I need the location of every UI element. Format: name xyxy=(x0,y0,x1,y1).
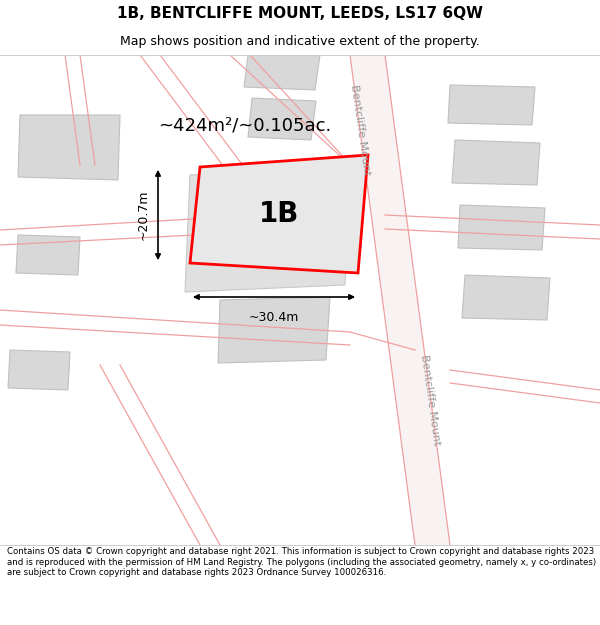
Polygon shape xyxy=(185,167,350,292)
Polygon shape xyxy=(18,115,120,180)
Polygon shape xyxy=(16,235,80,275)
Polygon shape xyxy=(190,155,368,273)
Text: ~20.7m: ~20.7m xyxy=(137,190,150,240)
Text: Map shows position and indicative extent of the property.: Map shows position and indicative extent… xyxy=(120,35,480,48)
Text: 1B, BENTCLIFFE MOUNT, LEEDS, LS17 6QW: 1B, BENTCLIFFE MOUNT, LEEDS, LS17 6QW xyxy=(117,6,483,21)
Polygon shape xyxy=(452,140,540,185)
Polygon shape xyxy=(448,85,535,125)
Polygon shape xyxy=(8,350,70,390)
Polygon shape xyxy=(248,98,316,140)
Text: ~424m²/~0.105ac.: ~424m²/~0.105ac. xyxy=(158,116,332,134)
Text: Contains OS data © Crown copyright and database right 2021. This information is : Contains OS data © Crown copyright and d… xyxy=(7,548,596,578)
Text: ~30.4m: ~30.4m xyxy=(249,311,299,324)
Text: Bentcliffe Mount: Bentcliffe Mount xyxy=(419,354,442,446)
Text: 1B: 1B xyxy=(259,201,299,229)
Polygon shape xyxy=(350,55,450,545)
Text: Bentcliffe Mount: Bentcliffe Mount xyxy=(349,84,371,176)
Polygon shape xyxy=(462,275,550,320)
Polygon shape xyxy=(244,55,320,90)
Polygon shape xyxy=(458,205,545,250)
Polygon shape xyxy=(218,297,330,363)
